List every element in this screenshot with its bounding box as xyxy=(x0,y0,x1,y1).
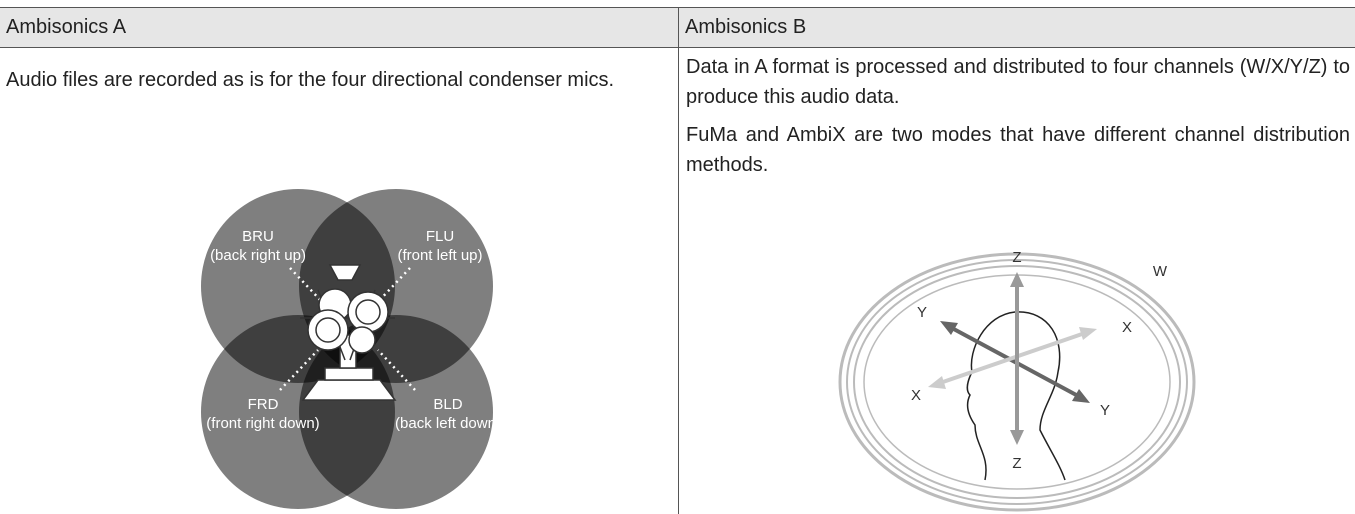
column-divider xyxy=(678,7,679,514)
cell-text: Audio files are recorded as is for the f… xyxy=(6,65,670,95)
axis-label: Z xyxy=(1012,249,1021,266)
mic-diagram: BRU (back right up) FLU (front left up) … xyxy=(201,189,501,509)
mic-label: (front left up) xyxy=(397,247,482,264)
table-border xyxy=(0,7,1355,8)
mic-label: BLD xyxy=(433,396,462,413)
header-cell: Ambisonics B xyxy=(679,8,1355,47)
paragraph: Audio files are recorded as is for the f… xyxy=(6,69,615,91)
mic-label: BRU xyxy=(242,228,274,245)
axis-label: X xyxy=(911,387,921,404)
axis-label: Z xyxy=(1012,455,1021,472)
axis-label: Y xyxy=(917,304,927,321)
header-cell: Ambisonics A xyxy=(0,8,678,47)
bformat-diagram: W Z Z Y X X Y xyxy=(838,249,1196,512)
axis-label: X xyxy=(1122,319,1132,336)
axis-label: Y xyxy=(1100,402,1110,419)
paragraph: FuMa and AmbiX are two modes that have d… xyxy=(686,124,1350,176)
table-border xyxy=(0,47,1355,48)
mic-label: FLU xyxy=(426,228,454,245)
mic-label: FRD xyxy=(248,396,279,413)
mic-label: (back right up) xyxy=(210,247,306,264)
cell-text: Data in A format is processed and distri… xyxy=(686,52,1350,180)
paragraph: Data in A format is processed and distri… xyxy=(686,56,1350,108)
mic-label: (back left down) xyxy=(395,415,501,432)
axis-label: W xyxy=(1153,263,1168,280)
mic-label: (front right down) xyxy=(206,415,319,432)
